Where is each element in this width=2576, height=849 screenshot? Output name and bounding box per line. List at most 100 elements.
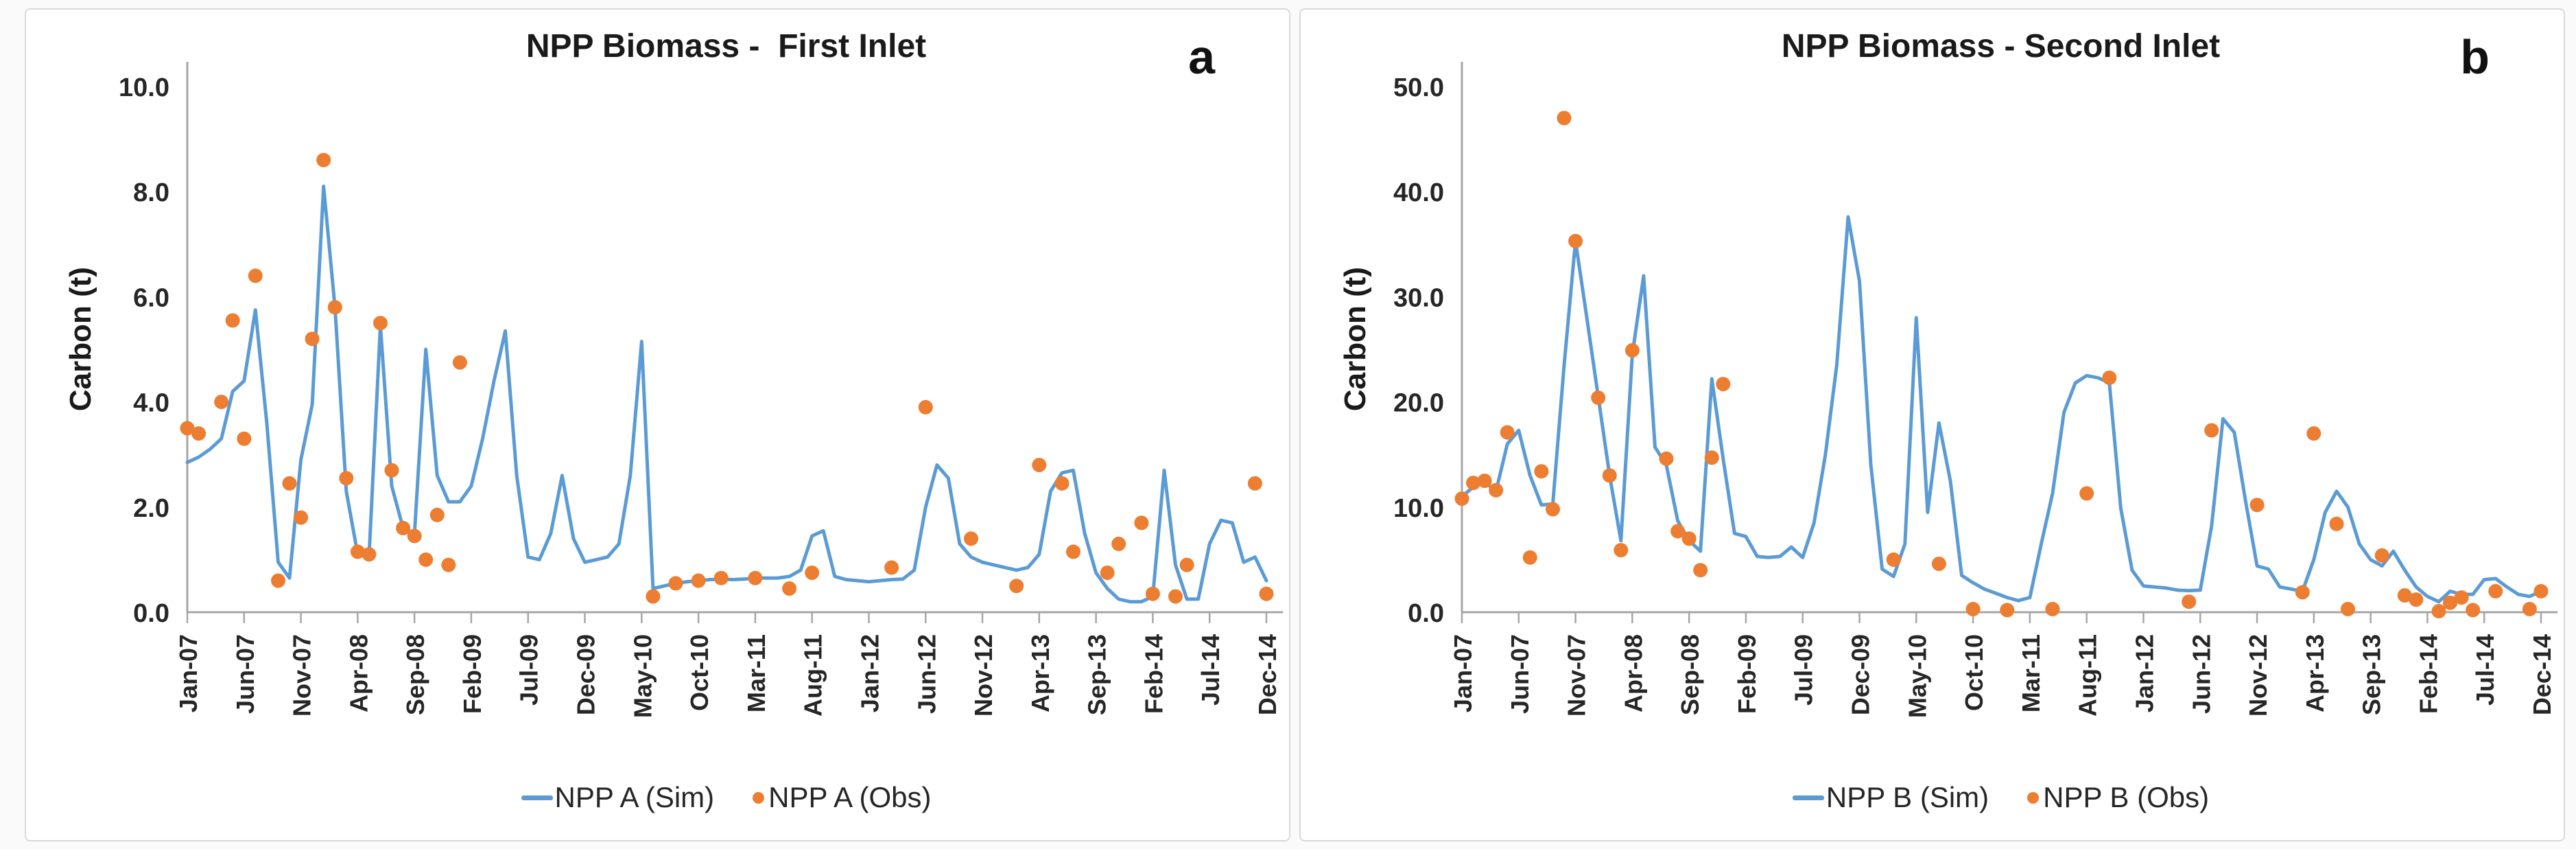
x-tick-label: Apr-13: [2301, 634, 2329, 712]
x-tick-label: Nov-07: [288, 634, 316, 717]
x-tick-label: Apr-13: [1026, 634, 1054, 712]
obs-dot: [713, 570, 729, 585]
x-tick-label: Feb-14: [2414, 634, 2442, 714]
obs-dot: [1111, 536, 1126, 551]
obs-dot: [668, 576, 683, 591]
x-tick-label: May-10: [1903, 634, 1931, 718]
sim-line-swatch-icon: [521, 795, 553, 800]
obs-dot: [2533, 583, 2549, 598]
x-tick-label: Sep-13: [1083, 634, 1111, 715]
x-tick-label: Dec-14: [1253, 634, 1281, 715]
y-tick-label: 2.0: [133, 494, 169, 523]
y-tick-label: 10.0: [1393, 494, 1444, 523]
obs-dot: [2306, 426, 2321, 441]
legend-label-sim-b: NPP B (Sim): [1825, 781, 1989, 813]
obs-dot: [316, 152, 331, 167]
obs-dot: [1100, 566, 1115, 580]
obs-dot: [2329, 516, 2344, 531]
obs-dot: [2443, 595, 2457, 610]
obs-dot: [1568, 233, 1583, 248]
obs-dot: [225, 313, 240, 328]
x-tick-label: Jan-12: [855, 634, 884, 712]
obs-dot: [1466, 476, 1481, 491]
x-tick-label: May-10: [628, 634, 657, 718]
x-tick-label: Jul-09: [515, 634, 543, 706]
x-tick-label: Feb-14: [1139, 634, 1168, 714]
x-tick-label: Jul-09: [1790, 634, 1818, 706]
obs-dot: [180, 421, 195, 436]
obs-dot: [1247, 476, 1262, 491]
chart-panel-second-inlet: 0.0 10.0 20.0 30.0 40.0 50.0 Jan-07 Jun-07 Nov-0…: [1299, 8, 2565, 841]
obs-dot: [748, 570, 763, 585]
obs-dot: [1659, 451, 1674, 466]
obs-dot: [2374, 548, 2389, 563]
chart-title-first-inlet: NPP Biomass - First Inlet: [525, 28, 927, 65]
x-tick-label: Aug-11: [799, 634, 827, 717]
x-tick-label: Jun-12: [2187, 634, 2215, 714]
legend-label-sim-a: NPP A (Sim): [554, 781, 715, 813]
x-tick-label: Dec-09: [572, 634, 600, 715]
obs-dot: [1522, 550, 1537, 565]
obs-dot: [407, 528, 422, 544]
x-tick-label: Jun-07: [231, 634, 259, 714]
obs-dot: [1032, 458, 1047, 472]
obs-dot: [2045, 601, 2060, 616]
x-tick-label: Jul-14: [1196, 634, 1225, 706]
obs-dot: [884, 560, 899, 575]
panel-letter-b: b: [2460, 30, 2490, 84]
obs-dot: [1693, 563, 1708, 578]
obs-dot: [1886, 552, 1901, 567]
obs-dot: [1054, 476, 1070, 491]
sim-line: [1460, 215, 2543, 604]
obs-dot: [918, 399, 933, 415]
chart-title-second-inlet: NPP Biomass - Second Inlet: [1781, 28, 2221, 65]
legend-item-sim-b: NPP B (Sim): [1792, 781, 1989, 814]
x-tick-label: Apr-08: [344, 634, 373, 712]
obs-dot: [2454, 590, 2469, 605]
obs-dot: [1489, 482, 1504, 498]
x-tick-label: Nov-12: [969, 634, 997, 717]
obs-dot-swatch-icon: [753, 791, 765, 804]
obs-dot: [1546, 502, 1560, 517]
x-tick-label: Jan-07: [174, 634, 202, 712]
x-tick-label: Jun-12: [912, 634, 941, 714]
obs-dot: [294, 510, 309, 525]
obs-dot: [2522, 601, 2537, 616]
y-tick-label: 4.0: [133, 389, 169, 418]
obs-dot: [305, 332, 320, 347]
y-tick-label: 10.0: [119, 73, 169, 102]
obs-dot: [1500, 425, 1515, 440]
obs-dot: [1614, 543, 1629, 558]
obs-dot: [964, 531, 978, 546]
obs-dot-swatch-icon: [2027, 791, 2040, 804]
y-tick-label: 30.0: [1393, 283, 1444, 312]
y-tick-label: 8.0: [133, 178, 169, 207]
obs-dot: [237, 431, 252, 446]
x-tick-label: Jan-12: [2130, 634, 2158, 712]
y-tick-label: 50.0: [1393, 73, 1444, 102]
legend-second-inlet: NPP B (Sim) NPP B (Obs): [1452, 781, 2550, 814]
obs-dot: [1670, 524, 1686, 539]
obs-dot: [1704, 450, 1719, 465]
obs-dot: [2295, 585, 2310, 600]
obs-dot: [2249, 498, 2265, 513]
x-tick-label: Feb-09: [458, 634, 486, 714]
obs-dot: [362, 547, 377, 562]
y-tick-label: 0.0: [1408, 599, 1444, 628]
legend-label-obs-b: NPP B (Obs): [2043, 781, 2210, 813]
obs-dot: [429, 507, 445, 522]
obs-dot: [2397, 588, 2412, 603]
obs-dot: [1477, 474, 1492, 488]
obs-dot: [373, 316, 388, 331]
y-axis-title-second-inlet: Carbon (t): [1338, 266, 1372, 412]
obs-dot: [1716, 377, 1731, 392]
obs-dot: [271, 573, 285, 588]
x-tick-label: Jan-07: [1449, 634, 1477, 712]
x-tick-label: Mar-11: [2017, 634, 2045, 712]
x-tick-label: Sep-08: [401, 634, 429, 715]
x-tick-label: Oct-10: [685, 634, 713, 711]
obs-dot: [805, 566, 820, 580]
obs-dot: [1965, 601, 1981, 616]
obs-dot: [1591, 391, 1606, 405]
obs-dot: [1681, 531, 1697, 546]
